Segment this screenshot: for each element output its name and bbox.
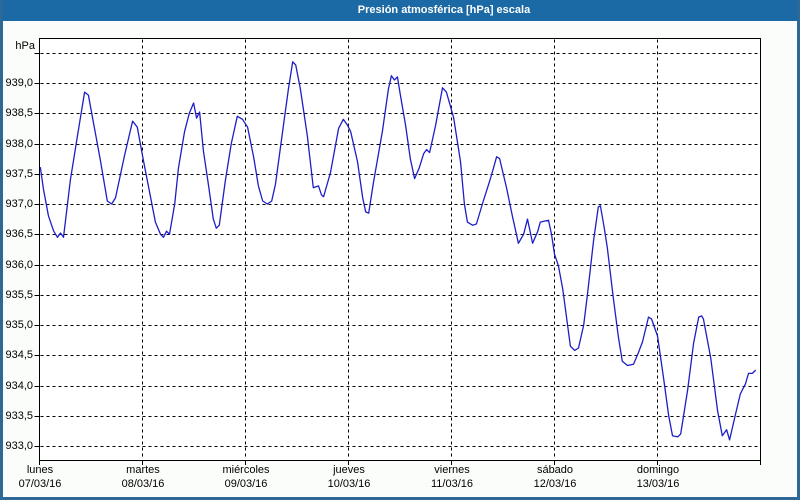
x-day-label: jueves 10/03/16 bbox=[328, 464, 371, 491]
chart-title-bar: Presión atmosférica [hPa] escala bbox=[0, 0, 800, 21]
day-name: jueves bbox=[333, 464, 365, 476]
chart-title: Presión atmosférica [hPa] escala bbox=[357, 4, 531, 16]
y-tick-label: 936,0 bbox=[5, 259, 33, 271]
y-tick-label: 938,5 bbox=[5, 107, 33, 119]
day-date: 07/03/16 bbox=[18, 477, 62, 490]
x-day-label: martes 08/03/16 bbox=[122, 464, 165, 491]
y-tick-label: 934,5 bbox=[5, 349, 33, 361]
y-tick-label: 936,5 bbox=[5, 228, 33, 240]
day-date: 13/03/16 bbox=[636, 477, 680, 490]
y-tick-label: 935,0 bbox=[5, 319, 33, 331]
plot-area bbox=[39, 38, 761, 461]
day-name: miércoles bbox=[222, 464, 270, 476]
x-day-label: viernes 11/03/16 bbox=[431, 464, 473, 491]
day-name: viernes bbox=[434, 464, 470, 476]
pressure-series-line bbox=[39, 61, 757, 441]
day-name: martes bbox=[126, 464, 160, 476]
y-tick-label: 937,0 bbox=[5, 198, 33, 210]
day-date: 11/03/16 bbox=[430, 477, 474, 490]
x-day-label: miércoles 09/03/16 bbox=[222, 464, 269, 491]
day-name: domingo bbox=[636, 464, 680, 476]
x-day-label: lunes 07/03/16 bbox=[19, 464, 62, 491]
x-day-label: sábado 12/03/16 bbox=[534, 464, 577, 491]
day-date: 12/03/16 bbox=[533, 477, 577, 490]
y-tick-label: 938,0 bbox=[5, 138, 33, 150]
y-tick-label: 934,0 bbox=[5, 380, 33, 392]
day-name: lunes bbox=[26, 464, 54, 476]
y-axis-unit-label: hPa bbox=[15, 40, 35, 52]
day-date: 10/03/16 bbox=[327, 477, 371, 490]
day-date: 09/03/16 bbox=[224, 477, 268, 490]
y-tick-label: 939,0 bbox=[5, 77, 33, 89]
y-tick-label: 937,5 bbox=[5, 168, 33, 180]
y-tick-label: 935,5 bbox=[5, 289, 33, 301]
day-date: 08/03/16 bbox=[121, 477, 165, 490]
y-tick-label: 933,5 bbox=[5, 410, 33, 422]
y-tick-label: 933,0 bbox=[5, 440, 33, 452]
x-day-label: domingo 13/03/16 bbox=[637, 464, 680, 491]
day-name: sábado bbox=[536, 464, 574, 476]
